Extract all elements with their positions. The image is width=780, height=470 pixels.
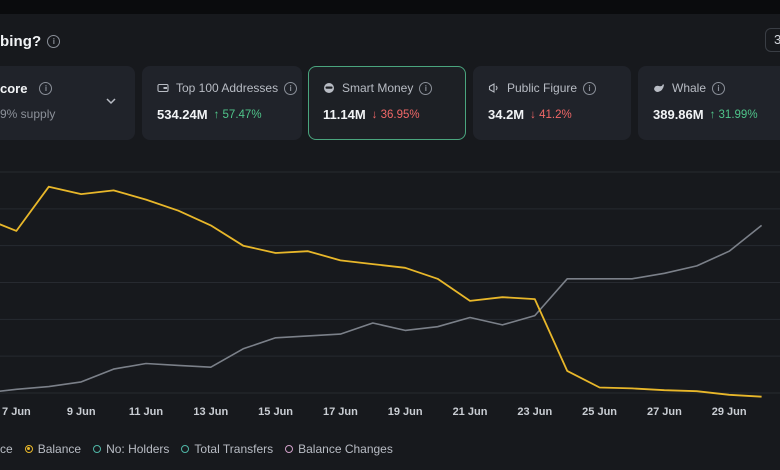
smart-money-card-label: Smart Money [342, 81, 414, 95]
legend-marker-icon [285, 445, 294, 453]
info-icon[interactable]: i [712, 81, 726, 95]
legend-marker-icon [181, 445, 190, 453]
chart-legend: ce Balance No: Holders Total Transfers Balan… [0, 441, 405, 457]
smart-money-change: ↓ 36.95% [371, 108, 420, 121]
x-tick-label: 11 Jun [129, 406, 164, 418]
x-tick-label: 23 Jun [517, 406, 552, 418]
x-tick-label: 29 Jun [712, 406, 747, 418]
panel-title: bing? [0, 32, 42, 50]
whale-icon [654, 84, 664, 92]
x-tick-label: 9 Jun [67, 406, 96, 418]
top-band [0, 0, 780, 14]
legend-label: Total Transfers [194, 442, 274, 456]
info-icon[interactable]: i [47, 34, 61, 48]
balance-line-chart[interactable]: 7 Jun 9 Jun 11 Jun 13 Jun 15 Jun 17 Jun 19 Jun… [0, 160, 780, 430]
whale-card-label-row: Whale i [653, 81, 726, 95]
top100-card-value-row: 534.24M ↑ 57.47% [157, 107, 262, 122]
info-icon[interactable]: i [39, 82, 53, 95]
info-icon[interactable]: i [284, 81, 298, 95]
legend-label: ce [0, 442, 13, 456]
legend-marker-icon [24, 445, 33, 453]
whale-card[interactable]: Whale i 389.86M ↑ 31.99% [638, 66, 780, 140]
panel-title-row: bing? i [0, 30, 61, 52]
info-icon[interactable]: i [583, 81, 597, 95]
public-figure-value: 34.2M [488, 107, 525, 122]
smart-money-card[interactable]: Smart Money i 11.14M ↓ 36.95% [308, 66, 466, 140]
top100-card-label: Top 100 Addresses [176, 81, 279, 95]
x-tick-label: 7 Jun [2, 406, 31, 418]
score-card-sub: 9% supply [0, 107, 56, 121]
top100-change: ↑ 57.47% [213, 108, 262, 121]
score-card-label-row: core i [0, 81, 53, 96]
wallet-icon [157, 83, 169, 93]
top100-card[interactable]: Top 100 Addresses i 534.24M ↑ 57.47% [142, 66, 302, 140]
x-tick-label: 27 Jun [647, 406, 682, 418]
timeframe-button[interactable]: 3 [765, 28, 780, 52]
whale-change: ↑ 31.99% [709, 108, 758, 121]
public-figure-card-label: Public Figure [507, 81, 578, 95]
smart-money-card-label-row: Smart Money i [323, 81, 433, 95]
public-figure-card-value-row: 34.2M ↓ 41.2% [488, 107, 572, 122]
legend-item[interactable]: No: Holders [93, 442, 169, 456]
top100-value: 534.24M [157, 107, 208, 122]
top100-card-label-row: Top 100 Addresses i [157, 81, 298, 95]
megaphone-icon [488, 83, 498, 93]
legend-item[interactable]: Balance Changes [285, 442, 393, 456]
secondary-series-line[interactable] [0, 224, 763, 393]
info-icon[interactable]: i [419, 81, 433, 95]
x-tick-label: 21 Jun [453, 406, 488, 418]
whale-card-label: Whale [672, 81, 707, 95]
chevron-down-icon[interactable] [106, 97, 116, 105]
x-tick-label: 17 Jun [323, 406, 358, 418]
x-tick-label: 15 Jun [258, 406, 293, 418]
smart-money-card-value-row: 11.14M ↓ 36.95% [323, 107, 420, 122]
smart-money-icon [324, 83, 334, 93]
legend-item[interactable]: Total Transfers [181, 442, 273, 456]
score-card-label: core [0, 81, 28, 96]
legend-item[interactable]: ce [0, 442, 13, 456]
public-figure-card[interactable]: Public Figure i 34.2M ↓ 41.2% [473, 66, 631, 140]
score-card[interactable]: core i 9% supply [0, 66, 135, 140]
legend-label: Balance Changes [298, 442, 393, 456]
score-card-sub-row: 9% supply [0, 107, 55, 121]
public-figure-card-label-row: Public Figure i [488, 81, 597, 95]
public-figure-change: ↓ 41.2% [530, 108, 572, 121]
legend-label: Balance [37, 442, 82, 456]
legend-label: No: Holders [106, 442, 170, 456]
legend-marker-icon [93, 445, 102, 453]
x-tick-label: 13 Jun [193, 406, 228, 418]
whale-value: 389.86M [653, 107, 704, 122]
balance-series-line[interactable] [0, 185, 762, 398]
x-tick-label: 19 Jun [388, 406, 423, 418]
smart-money-value: 11.14M [323, 107, 366, 122]
x-tick-label: 25 Jun [582, 406, 617, 418]
legend-item[interactable]: Balance [24, 442, 82, 456]
whale-card-value-row: 389.86M ↑ 31.99% [653, 107, 758, 122]
